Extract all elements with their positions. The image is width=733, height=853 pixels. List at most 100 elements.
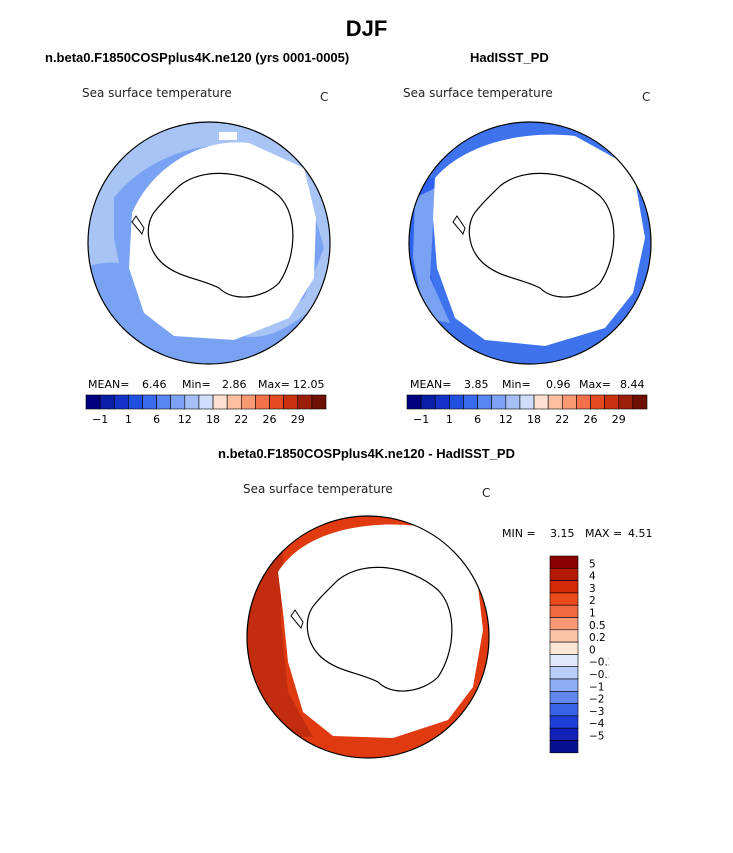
panel3-colorbar-tick-label: 0.2 [589, 632, 606, 644]
panel2-mean-value: 3.85 [464, 378, 489, 391]
panel2-colorbar-swatch [505, 394, 521, 410]
panel1-colorbar-swatch [283, 394, 299, 410]
panel2-colorbar-swatch [477, 394, 493, 410]
panel2-colorbar-tick-label: 12 [499, 413, 513, 425]
panel3-antarctica-outline [306, 566, 453, 692]
panel1-variable-label: Sea surface temperature [82, 86, 232, 100]
panel3-colorbar-swatch [549, 617, 579, 631]
panel1-colorbar-swatch [85, 394, 101, 410]
panel3-colorbar-tick-label: −4 [589, 718, 605, 730]
panel1-colorbar-tick-label: 29 [291, 413, 305, 425]
panel2-colorbar-swatch [420, 394, 436, 410]
panel1-title: n.beta0.F1850COSPplus4K.ne120 (yrs 0001-… [45, 50, 350, 65]
panel3-colorbar-swatch [549, 641, 579, 655]
panel3-max-label: MAX = [585, 527, 623, 540]
panel3-colorbar-swatch [549, 715, 579, 729]
panel3-colorbar-tick-label: 1 [589, 608, 596, 620]
panel2-max-label: Max= [579, 378, 611, 391]
panel2-colorbar-swatch [576, 394, 591, 410]
panel1-colorbar-tick-label: 12 [178, 413, 192, 425]
panel2-colorbar-tick-label: −1 [413, 413, 429, 425]
panel3-colorbar-tick-label: 2 [589, 595, 596, 607]
panel3-map-border [246, 515, 490, 759]
panel1-colorbar-swatch [297, 394, 313, 410]
panel1-map-border [87, 121, 331, 365]
panel3-colorbar-tick-label: 3 [589, 583, 596, 595]
panel2-colorbar-swatch [491, 394, 507, 410]
panel3-units: C [482, 486, 491, 500]
panel1-antarctica-outline [147, 172, 294, 298]
panel2-colorbar-swatch [533, 394, 549, 410]
panel3-colorbar-swatch [549, 568, 579, 581]
panel3-colorbar-tick-label: 0 [589, 644, 596, 656]
panel3-colorbar-swatch [549, 555, 579, 569]
panel2-colorbar-swatch [561, 394, 577, 410]
panel1-colorbar-swatch [99, 394, 115, 410]
panel3-colorbar-swatch [549, 740, 579, 754]
panel3-colorbar-tick-label: −3 [589, 706, 604, 718]
panel2-colorbar-swatch [618, 394, 634, 410]
panel1-min-label: Min= [182, 378, 211, 391]
panel2-min-value: 0.96 [546, 378, 571, 391]
panel2-map [408, 121, 652, 365]
panel1-colorbar-swatch [255, 394, 270, 410]
panel1-colorbar-tick-label: 18 [206, 413, 220, 425]
panel2-colorbar-swatch [519, 394, 535, 410]
panel3-colorbar-swatch [549, 604, 579, 618]
panel2-colorbar-tick-label: 22 [555, 413, 569, 425]
panel2-colorbar-swatch [590, 394, 605, 410]
panel1-colorbar-swatch [269, 394, 284, 410]
panel3-colorbar-tick-label: 5 [589, 558, 596, 570]
panel1-colorbar-swatch [142, 394, 157, 410]
panel1-map [87, 121, 331, 365]
panel1-colorbar-swatch [128, 394, 143, 410]
panel3-colorbar-swatch [549, 654, 579, 668]
panel3-diff-dark [247, 552, 313, 737]
panel2-colorbar-tick-label: 29 [612, 413, 626, 425]
page-title: DJF [345, 16, 388, 41]
panel2-colorbar-swatch [463, 394, 478, 410]
panel2-colorbar-swatch [632, 394, 648, 410]
panel3-colorbar-swatch [549, 629, 579, 643]
panel1-mean-value: 6.46 [142, 378, 167, 391]
panel1-colorbar-tick-label: 22 [234, 413, 248, 425]
panel1-max-value: 12.05 [293, 378, 325, 391]
panel3-colorbar-tick-label: −2 [589, 694, 604, 706]
panel3-colorbar-tick-label: −5 [589, 731, 604, 743]
panel3-map [246, 515, 490, 759]
panel3-variable-label: Sea surface temperature [243, 482, 393, 496]
panel1-colorbar: −1 1 6 12 18 22 26 29 [85, 394, 327, 425]
panel3-colorbar-tick-label: −1 [589, 681, 604, 693]
panel2-colorbar-swatch [406, 394, 422, 410]
panel3-colorbar-tick-label: 0.5 [589, 620, 606, 632]
panel2-title: HadISST_PD [470, 50, 549, 65]
panel2-colorbar-swatch [604, 394, 620, 410]
panel3-max-value: 4.51 [628, 527, 653, 540]
panel2-antarctica-outline [468, 172, 615, 298]
panel2-max-value: 8.44 [620, 378, 645, 391]
panel1-units: C [320, 90, 329, 104]
panel2-colorbar-swatch [449, 394, 464, 410]
panel2-mean-label: MEAN= [410, 378, 452, 391]
panel3-colorbar-tick-label: −0.5 [589, 669, 609, 681]
panel2-colorbar-tick-label: 1 [446, 413, 453, 425]
panel1-colorbar-tick-label: 1 [125, 413, 132, 425]
panel2-ocean-mid [413, 188, 450, 323]
panel2-colorbar-tick-label: 18 [527, 413, 541, 425]
panel3-colorbar-tick-label: 4 [589, 571, 596, 583]
panel1-colorbar-swatch [212, 394, 228, 410]
panel3-colorbar-swatch [549, 580, 579, 594]
panel2-map-border [408, 121, 652, 365]
panel3-min-label: MIN = [502, 527, 536, 540]
panel3-title: n.beta0.F1850COSPplus4K.ne120 - HadISST_… [218, 446, 515, 461]
panel3-colorbar-swatch [549, 592, 579, 606]
panel3-colorbar-swatch [549, 666, 579, 680]
panel2-colorbar-tick-label: 26 [584, 413, 598, 425]
panel1-colorbar-swatch [184, 394, 200, 410]
panel2-min-label: Min= [502, 378, 531, 391]
panel1-colorbar-swatch [311, 394, 327, 410]
panel2-colorbar: −1 1 6 12 18 22 26 29 [406, 394, 648, 425]
panel3-colorbar-swatch [549, 691, 579, 704]
panel1-colorbar-swatch [198, 394, 214, 410]
panel2-colorbar-swatch [547, 394, 563, 410]
